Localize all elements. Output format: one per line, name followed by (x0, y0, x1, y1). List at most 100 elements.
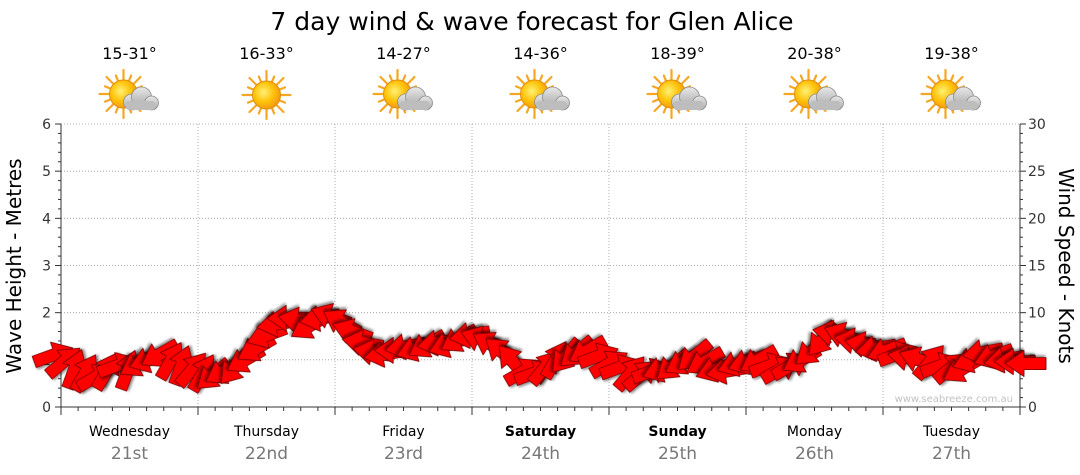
sun-ray (651, 85, 660, 90)
sun-cloud-icon (372, 68, 433, 120)
x-day-label: Thursday (233, 424, 299, 440)
cloud-base (125, 101, 156, 110)
y-right-tick-label: 15 (1028, 259, 1046, 275)
day-temp-range: 14-27° (376, 44, 431, 63)
y-left-tick-label: 6 (42, 117, 51, 133)
cloud-shape (671, 86, 707, 111)
sun-ray (936, 74, 942, 83)
watermark: www.seabreeze.com.au (895, 394, 1013, 405)
sun-ray (278, 86, 287, 91)
chart-title: 7 day wind & wave forecast for Glen Alic… (270, 7, 793, 36)
sun-ray (790, 102, 800, 113)
y-left-tick-label: 4 (42, 211, 51, 227)
x-date-label: 23rd (384, 444, 423, 464)
sun-ray (379, 75, 389, 86)
sun-ray (949, 74, 955, 83)
y-left-tick-label: 0 (42, 400, 51, 416)
x-date-label: 26th (795, 444, 834, 464)
sun-ray (377, 98, 386, 103)
axes: 0123456051015202530 (42, 117, 1046, 416)
sun-ray (114, 105, 120, 114)
sun-ray (543, 75, 553, 86)
cloud-base (947, 101, 978, 110)
y-left-tick-label: 5 (42, 164, 51, 180)
y-right-tick-label: 10 (1028, 306, 1046, 322)
sun-ray (925, 98, 934, 103)
day-temp-range: 19-38° (924, 44, 979, 63)
sun-ray (246, 99, 255, 104)
sun-ray (114, 74, 120, 83)
sun-ray (812, 74, 818, 83)
sun-ray (525, 105, 531, 114)
sun-ray (401, 74, 407, 83)
sun-icon (241, 69, 292, 121)
wind-arrows (31, 303, 1047, 394)
sun-ray (105, 102, 115, 113)
sun-ray (516, 75, 526, 86)
x-date-label: 24th (521, 444, 560, 464)
sun-ray (377, 85, 386, 90)
sun-ray (675, 74, 681, 83)
sun-ray (653, 102, 663, 113)
x-date-label: 22nd (245, 444, 288, 464)
sun-ray (788, 98, 797, 103)
sun-ray (790, 75, 800, 86)
cloud-shape (397, 86, 433, 111)
sun-ray (817, 75, 827, 86)
daily-forecast: 15-31° Wednesday 21st 16-33° Thursday 22nd 14-… (89, 44, 981, 464)
sun-ray (275, 103, 285, 114)
sun-ray (653, 75, 663, 86)
sun-cloud-icon (509, 68, 570, 120)
cloud-base (810, 101, 841, 110)
x-day-label: Sunday (648, 424, 706, 440)
sun-ray (799, 74, 805, 83)
sun-ray (927, 75, 937, 86)
cloud-base (673, 101, 704, 110)
sun-ray (388, 105, 394, 114)
cloud-base (399, 101, 430, 110)
sun-ray (127, 74, 133, 83)
sun-ray (514, 98, 523, 103)
day-temp-range: 15-31° (102, 44, 157, 63)
x-day-label: Tuesday (922, 424, 980, 440)
sun-ray (662, 74, 668, 83)
sun-ray (270, 75, 276, 84)
sun-ray (248, 103, 258, 114)
sun-cloud-icon (98, 68, 159, 120)
sun-ray (275, 76, 285, 87)
sun-ray (103, 85, 112, 90)
day-temp-range: 16-33° (239, 44, 294, 63)
x-date-label: 27th (932, 444, 971, 464)
sun-disc (252, 80, 281, 110)
sun-cloud-icon (646, 68, 707, 120)
sun-ray (514, 85, 523, 90)
y-axis-label-left: Wave Height - Metres (2, 158, 26, 373)
sun-ray (954, 75, 964, 86)
y-left-tick-label: 2 (42, 306, 51, 322)
wind-arrow (1004, 350, 1047, 378)
sun-ray (257, 106, 263, 115)
y-axis-label-right: Wind Speed - Knots (1054, 168, 1078, 364)
x-day-label: Saturday (505, 424, 576, 440)
sun-ray (257, 75, 263, 84)
x-date-label: 21st (111, 444, 148, 464)
sun-ray (248, 76, 258, 87)
x-day-label: Friday (382, 424, 424, 440)
sun-ray (103, 98, 112, 103)
cloud-shape (945, 86, 981, 111)
sun-ray (270, 106, 276, 115)
sun-ray (105, 75, 115, 86)
sun-ray (925, 85, 934, 90)
sun-ray (788, 85, 797, 90)
y-right-tick-label: 30 (1028, 117, 1046, 133)
y-right-tick-label: 25 (1028, 164, 1046, 180)
y-right-tick-label: 20 (1028, 211, 1046, 227)
sun-ray (662, 105, 668, 114)
sun-cloud-icon (783, 68, 844, 120)
x-date-label: 25th (658, 444, 697, 464)
sun-ray (516, 102, 526, 113)
x-day-label: Monday (787, 424, 842, 440)
sun-ray (680, 75, 690, 86)
sun-ray (525, 74, 531, 83)
